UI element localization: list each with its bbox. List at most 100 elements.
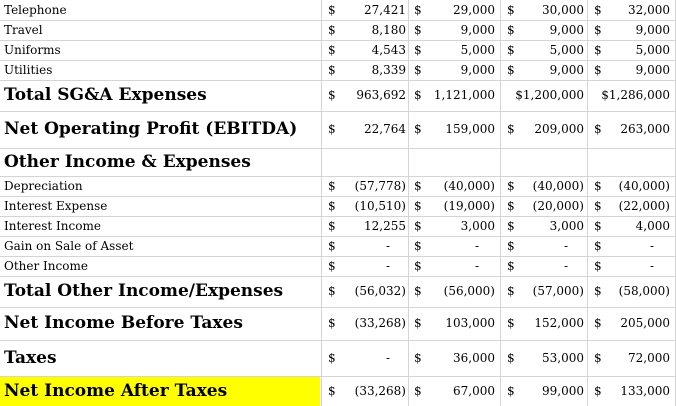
cell-value[interactable]: - xyxy=(649,239,654,253)
cell-value[interactable]: $1,286,000 xyxy=(601,88,670,102)
cell-value[interactable]: 263,000 xyxy=(620,122,670,136)
cell-value[interactable]: 103,000 xyxy=(445,316,495,330)
currency-symbol: $ xyxy=(507,384,515,398)
cell-value[interactable]: 159,000 xyxy=(445,122,495,136)
cell-value[interactable]: 9,000 xyxy=(460,63,495,77)
cell-value[interactable]: 29,000 xyxy=(453,3,495,17)
row-label[interactable]: Other Income xyxy=(4,259,88,273)
cell-value[interactable]: (58,000) xyxy=(618,284,670,298)
cell-value[interactable]: - xyxy=(385,259,390,273)
grid-row-line xyxy=(0,111,676,112)
cell-value[interactable]: 4,000 xyxy=(635,219,670,233)
cell-value[interactable]: - xyxy=(474,239,479,253)
cell-value[interactable]: 8,339 xyxy=(371,63,406,77)
currency-symbol: $ xyxy=(328,88,336,102)
row-label[interactable]: Total Other Income/Expenses xyxy=(4,281,284,301)
row-label[interactable]: Travel xyxy=(4,23,43,37)
grid-row-line xyxy=(0,236,676,237)
cell-value[interactable]: 133,000 xyxy=(620,384,670,398)
currency-symbol: $ xyxy=(328,3,336,17)
cell-value[interactable]: (19,000) xyxy=(443,199,495,213)
cell-value[interactable]: 67,000 xyxy=(453,384,495,398)
cell-value[interactable]: 9,000 xyxy=(549,23,584,37)
cell-value[interactable]: 4,543 xyxy=(371,43,406,57)
row-label[interactable]: Interest Expense xyxy=(4,199,108,213)
cell-value[interactable]: 1,121,000 xyxy=(433,88,495,102)
currency-symbol: $ xyxy=(414,351,422,365)
currency-symbol: $ xyxy=(507,219,515,233)
grid-column-line xyxy=(500,0,501,406)
cell-value[interactable]: 53,000 xyxy=(542,351,584,365)
cell-value[interactable]: (22,000) xyxy=(618,199,670,213)
grid-row-line xyxy=(0,376,676,377)
row-label[interactable]: Interest Income xyxy=(4,219,101,233)
cell-value[interactable]: $1,200,000 xyxy=(515,88,584,102)
cell-value[interactable]: 3,000 xyxy=(460,219,495,233)
grid-row-line xyxy=(0,307,676,308)
row-label[interactable]: Gain on Sale of Asset xyxy=(4,239,134,253)
cell-value[interactable]: 27,421 xyxy=(364,3,406,17)
cell-value[interactable]: - xyxy=(474,259,479,273)
row-label[interactable]: Other Income & Expenses xyxy=(4,152,251,172)
cell-value[interactable]: (56,000) xyxy=(443,284,495,298)
currency-symbol: $ xyxy=(414,43,422,57)
cell-value[interactable]: 3,000 xyxy=(549,219,584,233)
row-label[interactable]: Uniforms xyxy=(4,43,61,57)
cell-value[interactable]: - xyxy=(385,351,390,365)
row-label[interactable]: Net Income After Taxes xyxy=(4,381,228,401)
currency-symbol: $ xyxy=(414,239,422,253)
cell-value[interactable]: 5,000 xyxy=(460,43,495,57)
cell-value[interactable]: 5,000 xyxy=(549,43,584,57)
grid-column-line xyxy=(408,0,409,406)
row-label[interactable]: Utilities xyxy=(4,63,53,77)
cell-value[interactable]: 5,000 xyxy=(635,43,670,57)
cell-value[interactable]: 8,180 xyxy=(371,23,406,37)
grid-column-line xyxy=(587,0,588,406)
cell-value[interactable]: 9,000 xyxy=(635,63,670,77)
cell-value[interactable]: - xyxy=(563,259,568,273)
cell-value[interactable]: 9,000 xyxy=(635,23,670,37)
cell-value[interactable]: (40,000) xyxy=(443,179,495,193)
cell-value[interactable]: 9,000 xyxy=(460,23,495,37)
cell-value[interactable]: (40,000) xyxy=(618,179,670,193)
currency-symbol: $ xyxy=(594,23,602,37)
row-label[interactable]: Telephone xyxy=(4,3,67,17)
cell-value[interactable]: 9,000 xyxy=(549,63,584,77)
currency-symbol: $ xyxy=(328,239,336,253)
row-label[interactable]: Net Operating Profit (EBITDA) xyxy=(4,119,298,139)
cell-value[interactable]: 209,000 xyxy=(534,122,584,136)
currency-symbol: $ xyxy=(328,284,336,298)
currency-symbol: $ xyxy=(328,199,336,213)
row-label[interactable]: Depreciation xyxy=(4,179,83,193)
cell-value[interactable]: (56,032) xyxy=(354,284,406,298)
cell-value[interactable]: 205,000 xyxy=(620,316,670,330)
currency-symbol: $ xyxy=(594,63,602,77)
cell-value[interactable]: (33,268) xyxy=(354,384,406,398)
cell-value[interactable]: (20,000) xyxy=(532,199,584,213)
cell-value[interactable]: 30,000 xyxy=(542,3,584,17)
currency-symbol: $ xyxy=(328,219,336,233)
cell-value[interactable]: (40,000) xyxy=(532,179,584,193)
row-label[interactable]: Total SG&A Expenses xyxy=(4,85,207,105)
cell-value[interactable]: - xyxy=(563,239,568,253)
cell-value[interactable]: (10,510) xyxy=(354,199,406,213)
cell-value[interactable]: (57,778) xyxy=(354,179,406,193)
row-label[interactable]: Net Income Before Taxes xyxy=(4,313,243,333)
cell-value[interactable]: (57,000) xyxy=(532,284,584,298)
row-label[interactable]: Taxes xyxy=(4,348,57,368)
cell-value[interactable]: 963,692 xyxy=(356,88,406,102)
cell-value[interactable]: - xyxy=(385,239,390,253)
cell-value[interactable]: 22,764 xyxy=(364,122,406,136)
cell-value[interactable]: 152,000 xyxy=(534,316,584,330)
currency-symbol: $ xyxy=(507,43,515,57)
cell-value[interactable]: - xyxy=(649,259,654,273)
cell-value[interactable]: 36,000 xyxy=(453,351,495,365)
cell-value[interactable]: 32,000 xyxy=(628,3,670,17)
currency-symbol: $ xyxy=(594,219,602,233)
cell-value[interactable]: (33,268) xyxy=(354,316,406,330)
currency-symbol: $ xyxy=(594,284,602,298)
cell-value[interactable]: 99,000 xyxy=(542,384,584,398)
cell-value[interactable]: 72,000 xyxy=(628,351,670,365)
cell-value[interactable]: 12,255 xyxy=(364,219,406,233)
currency-symbol: $ xyxy=(414,384,422,398)
